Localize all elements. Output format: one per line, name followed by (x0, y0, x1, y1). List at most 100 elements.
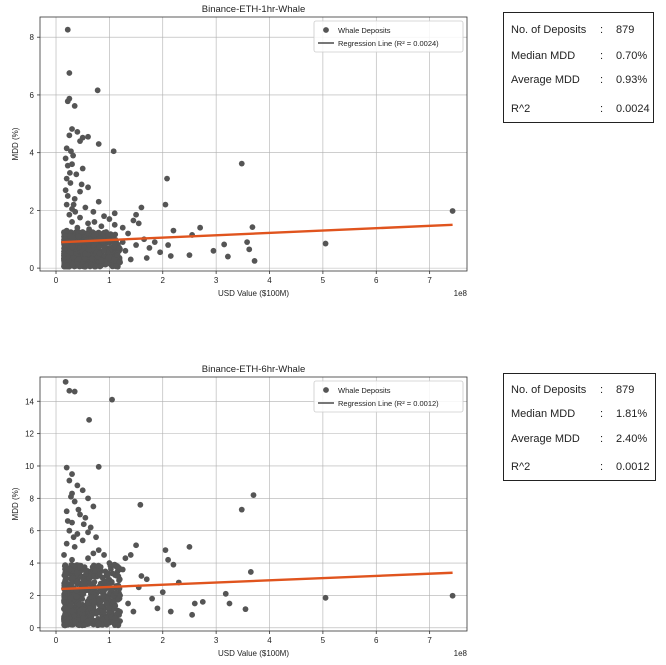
stats-row-r2: R^2 : 0.0012 (504, 454, 655, 480)
data-point (85, 220, 91, 227)
x-offset-text: 1e8 (454, 649, 468, 658)
data-point (70, 201, 77, 208)
data-point (111, 241, 118, 248)
y-tick-label: 8 (30, 33, 35, 42)
data-point (66, 387, 73, 394)
data-point (63, 227, 70, 234)
data-point (78, 181, 85, 188)
data-point (62, 378, 69, 385)
stats-panel-6hr: No. of Deposits : 879 Median MDD : 1.81%… (503, 373, 656, 481)
legend: Whale Deposits Regression Line (R² = 0.00… (313, 20, 464, 53)
y-tick-label: 14 (25, 397, 34, 406)
data-point (199, 598, 206, 605)
regression-line (61, 571, 453, 591)
data-point (165, 556, 172, 563)
data-point (79, 537, 86, 544)
stats-value: 0.0012 (616, 461, 650, 473)
data-point (72, 208, 79, 215)
data-point (79, 596, 86, 602)
data-point (86, 246, 92, 253)
data-point (74, 482, 81, 489)
data-point (64, 518, 71, 524)
data-point (162, 201, 169, 208)
data-point (68, 594, 74, 601)
y-axis-label: MDD (%) (11, 127, 20, 160)
x-tick-label: 7 (427, 276, 432, 285)
data-point (62, 155, 69, 162)
data-point (85, 184, 91, 191)
data-point (64, 162, 71, 169)
data-point (85, 133, 91, 140)
data-point (100, 609, 107, 615)
data-point (69, 575, 76, 582)
x-offset-text: 1e8 (454, 289, 468, 298)
stats-value: 2.40% (616, 433, 648, 445)
data-point (62, 187, 69, 194)
y-tick-label: 6 (30, 527, 35, 536)
data-point (87, 524, 94, 531)
data-point (167, 253, 174, 259)
data-point (66, 169, 73, 176)
data-point (96, 250, 103, 257)
data-point (90, 598, 97, 605)
data-point (63, 464, 70, 471)
data-point (67, 180, 74, 186)
data-point (109, 396, 115, 403)
data-point (449, 592, 456, 599)
x-tick-label: 3 (214, 636, 219, 645)
data-point (224, 253, 231, 260)
data-point (62, 611, 69, 617)
data-point (133, 542, 139, 549)
data-point (226, 600, 233, 607)
stats-row-median: Median MDD : 0.70% (504, 43, 653, 69)
scatter-points (61, 378, 456, 629)
x-tick-label: 7 (427, 636, 432, 645)
data-point (143, 576, 150, 583)
data-point (77, 511, 83, 518)
x-tick-label: 5 (321, 276, 326, 285)
data-point (143, 255, 150, 261)
data-point (238, 506, 245, 513)
x-tick-label: 1 (107, 276, 112, 285)
axes-frame (39, 16, 468, 272)
data-point (64, 98, 71, 105)
data-point (95, 620, 102, 627)
data-point (127, 256, 134, 263)
data-point (86, 416, 93, 423)
data-point (249, 224, 256, 231)
data-point (74, 569, 80, 576)
data-point (242, 606, 249, 613)
data-point (71, 543, 78, 550)
stats-colon: : (600, 74, 604, 86)
data-point (94, 609, 100, 615)
stats-label: R^2 (511, 103, 531, 115)
data-point (75, 233, 82, 240)
data-point (90, 208, 97, 215)
data-point (69, 219, 75, 225)
data-point (162, 547, 169, 554)
chart-1hr-whale: 0 1 2 3 4 5 6 7 0 2 4 6 8 Binance-ETH-1hr-Whale USD Va… (11, 4, 468, 298)
data-point (63, 201, 70, 208)
stats-value: 0.0024 (616, 103, 650, 115)
data-point (76, 622, 83, 629)
stats-value: 879 (616, 384, 635, 396)
data-point (103, 571, 110, 578)
data-point (70, 152, 76, 159)
data-point (133, 211, 139, 218)
data-point (244, 239, 250, 246)
data-point (197, 224, 204, 231)
data-point (64, 618, 71, 625)
data-point (103, 260, 110, 267)
data-point (96, 243, 103, 250)
stats-label: No. of Deposits (511, 384, 587, 396)
data-point (82, 250, 89, 257)
stats-value: 1.81% (616, 408, 648, 420)
data-point (71, 195, 78, 202)
data-point (112, 263, 119, 270)
data-point (77, 138, 83, 145)
data-point (69, 556, 75, 563)
data-point (130, 217, 137, 224)
x-tick-label: 0 (54, 276, 59, 285)
data-point (138, 573, 145, 579)
data-point (79, 229, 86, 235)
